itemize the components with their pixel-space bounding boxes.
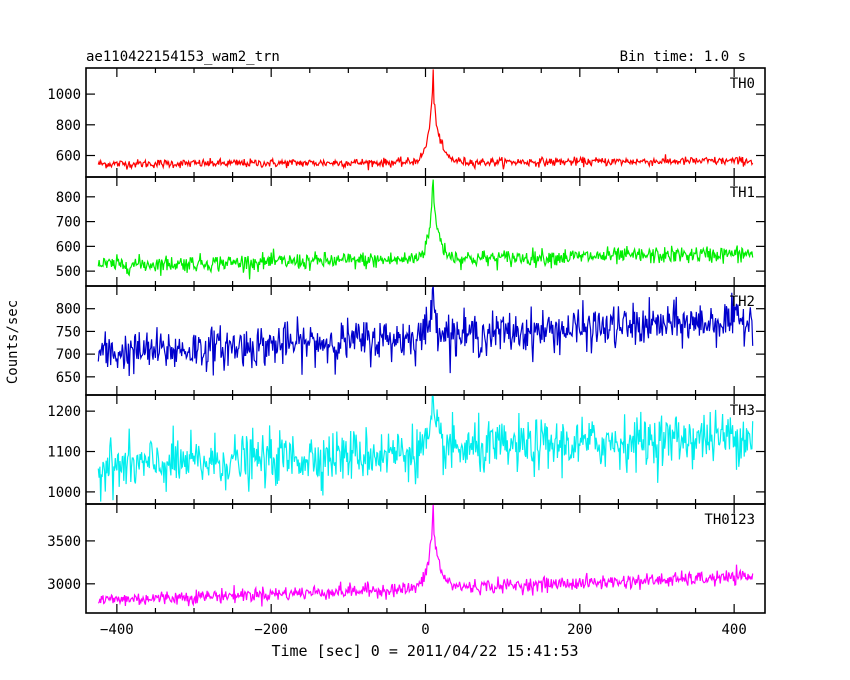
series-line-th0123: [97, 504, 754, 607]
x-tick-label: 400: [721, 622, 746, 638]
panel-th0: 600 800 1000 TH0: [47, 67, 766, 178]
x-tick-label: 200: [567, 622, 592, 638]
y-tick-label: 750: [56, 324, 81, 340]
y-axis-title: Counts/sec: [5, 300, 21, 384]
x-tick-label: −400: [100, 622, 134, 638]
x-tick-labels: −400 −200 0 200 400: [100, 622, 747, 638]
y-tick-label: 1000: [47, 485, 81, 501]
y-tick-label: 1000: [47, 87, 81, 103]
y-tick-label: 1100: [47, 445, 81, 461]
panel-label: TH1: [730, 185, 755, 201]
y-tick-label: 700: [56, 215, 81, 231]
x-axis-title: Time [sec] 0 = 2011/04/22 15:41:53: [271, 642, 578, 660]
series-line-th1: [97, 179, 754, 280]
y-tick-label: 1200: [47, 404, 81, 420]
series-line-th3: [97, 395, 754, 502]
panel-label: TH3: [730, 403, 755, 419]
x-tick-label: −200: [254, 622, 288, 638]
y-tick-label: 500: [56, 264, 81, 280]
y-tick-label: 800: [56, 118, 81, 134]
panel-label: TH0: [730, 76, 755, 92]
y-tick-label: 600: [56, 149, 81, 165]
x-tick-label: 0: [421, 622, 429, 638]
panel-th0123: 3000 3500 TH0123: [47, 503, 766, 614]
y-tick-label: 3500: [47, 534, 81, 550]
panel-label: TH0123: [704, 512, 755, 528]
panel-th2: 650 700 750 800 TH2: [56, 285, 766, 396]
panel-frame: [85, 67, 766, 178]
panel-th1: 500 600 700 800 TH1: [56, 176, 766, 287]
bin-time-label: Bin time: 1.0 s: [620, 49, 746, 65]
series-line-th2: [97, 286, 754, 377]
observation-title: ae110422154153_wam2_trn: [86, 49, 280, 65]
y-tick-label: 600: [56, 239, 81, 255]
panels-layer: 600 800 1000 TH0 500 600 700 800 TH1 650 700 750 800…: [47, 67, 766, 614]
panel-th3: 1000 1100 1200 TH3: [47, 394, 766, 505]
panel-label: TH2: [730, 294, 755, 310]
y-tick-label: 3000: [47, 577, 81, 593]
y-tick-label: 700: [56, 347, 81, 363]
y-tick-label: 800: [56, 302, 81, 318]
series-line-th0: [97, 69, 754, 171]
y-tick-label: 650: [56, 370, 81, 386]
y-tick-label: 800: [56, 190, 81, 206]
